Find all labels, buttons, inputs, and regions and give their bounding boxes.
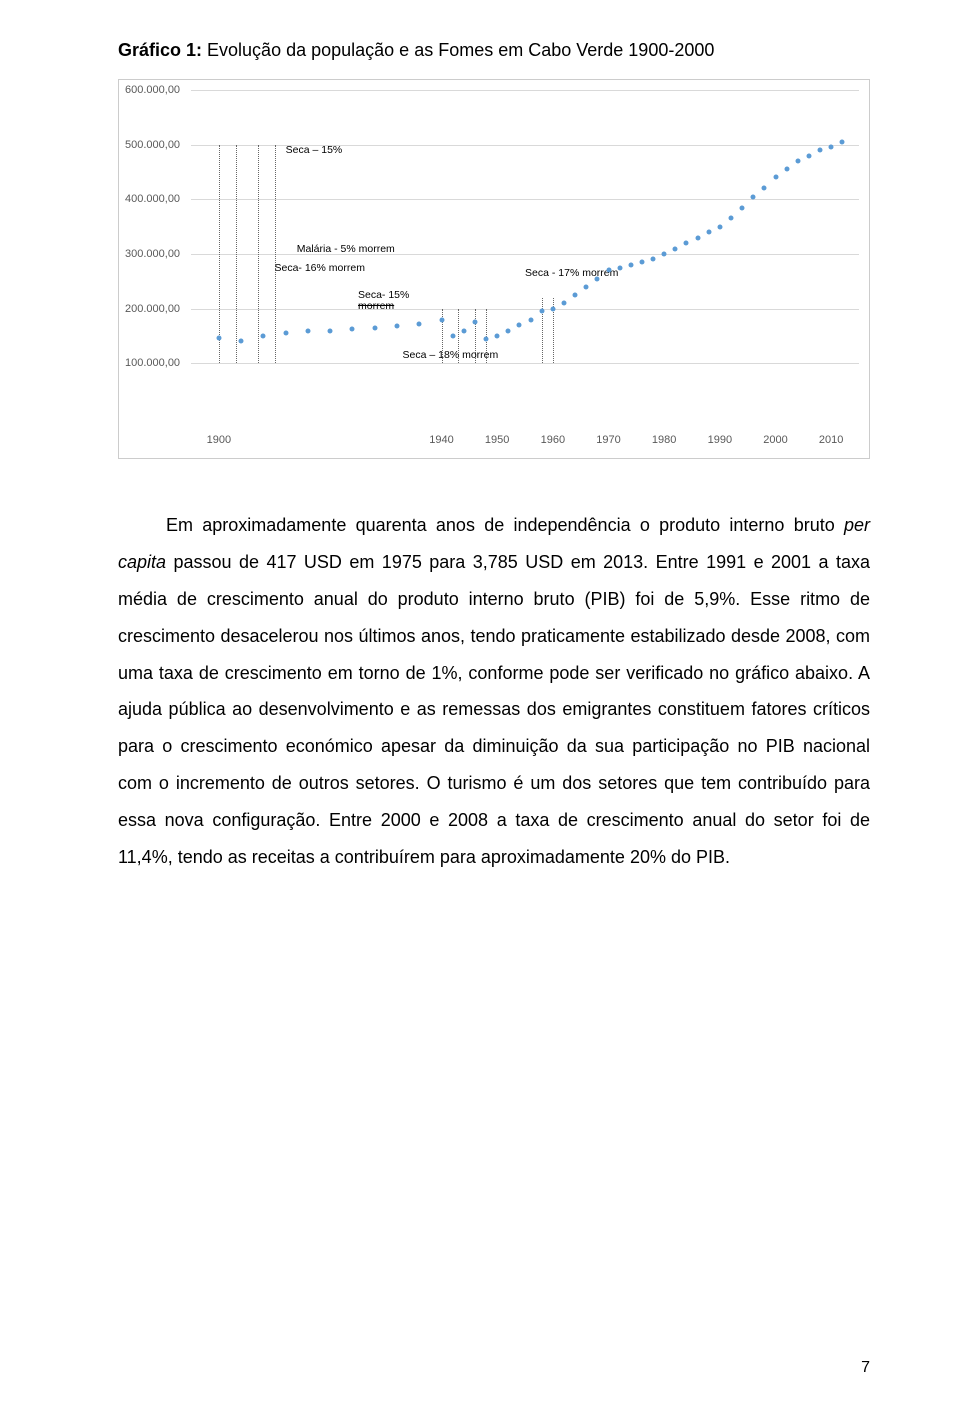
chart-data-point — [806, 153, 811, 158]
chart-y-tick-label: 100.000,00 — [125, 357, 180, 369]
chart-x-tick-label: 1990 — [708, 434, 732, 446]
chart-data-point — [818, 148, 823, 153]
chart-data-point — [706, 230, 711, 235]
chart-data-point — [561, 301, 566, 306]
chart-data-point — [539, 309, 544, 314]
chart-data-point — [394, 324, 399, 329]
chart-data-point — [684, 241, 689, 246]
chart-annotation-vline — [542, 298, 543, 364]
chart-data-point — [728, 216, 733, 221]
chart-annotation-label: Malária - 5% morrem — [297, 243, 395, 255]
chart-data-point — [517, 323, 522, 328]
chart-data-point — [328, 328, 333, 333]
chart-data-point — [239, 339, 244, 344]
figure-title: Gráfico 1: Evolução da população e as Fo… — [118, 40, 870, 61]
chart-data-point — [628, 262, 633, 267]
chart-data-point — [795, 159, 800, 164]
chart-annotation-label: Seca - 17% morrem — [525, 267, 618, 279]
chart-data-point — [450, 334, 455, 339]
chart-data-point — [840, 139, 845, 144]
chart-data-point — [784, 167, 789, 172]
chart-data-point — [283, 331, 288, 336]
chart-data-point — [484, 336, 489, 341]
chart-gridline — [191, 309, 859, 310]
chart-data-point — [216, 335, 221, 340]
chart-data-point — [528, 317, 533, 322]
chart-data-point — [773, 175, 778, 180]
chart-data-point — [472, 320, 477, 325]
chart-gridline — [191, 90, 859, 91]
chart-data-point — [740, 205, 745, 210]
chart-x-tick-label: 1960 — [541, 434, 565, 446]
chart-data-point — [495, 334, 500, 339]
population-chart: 600.000,00 500.000,00 400.000,00 300.000,00… — [118, 79, 870, 459]
chart-annotation-label: Seca- 16% morrem — [275, 262, 365, 274]
chart-annotation-vline — [258, 145, 259, 364]
chart-data-point — [751, 194, 756, 199]
chart-annotation-label: morrem — [358, 300, 394, 312]
chart-data-point — [573, 293, 578, 298]
chart-data-point — [695, 235, 700, 240]
chart-data-point — [584, 284, 589, 289]
chart-y-tick-label: 500.000,00 — [125, 139, 180, 151]
chart-x-tick-label: 1970 — [596, 434, 620, 446]
chart-annotation-vline — [275, 145, 276, 364]
chart-x-tick-label: 1950 — [485, 434, 509, 446]
chart-data-point — [651, 257, 656, 262]
chart-x-tick-label: 1980 — [652, 434, 676, 446]
chart-data-point — [417, 321, 422, 326]
chart-x-tick-label: 2000 — [763, 434, 787, 446]
chart-x-tick-label: 2010 — [819, 434, 843, 446]
chart-data-point — [506, 328, 511, 333]
chart-x-tick-label: 1940 — [429, 434, 453, 446]
chart-data-point — [550, 306, 555, 311]
chart-data-point — [617, 265, 622, 270]
chart-data-point — [439, 317, 444, 322]
chart-data-point — [350, 327, 355, 332]
chart-data-point — [595, 276, 600, 281]
chart-data-point — [261, 334, 266, 339]
chart-data-point — [461, 328, 466, 333]
figure-title-label: Gráfico 1: — [118, 40, 202, 60]
chart-y-tick-label: 200.000,00 — [125, 303, 180, 315]
chart-annotation-vline — [236, 145, 237, 364]
chart-data-point — [606, 268, 611, 273]
chart-data-point — [673, 246, 678, 251]
chart-annotation-label: Seca – 18% morrem — [403, 349, 499, 361]
chart-annotation-vline — [219, 145, 220, 364]
chart-y-tick-label: 600.000,00 — [125, 84, 180, 96]
chart-gridline — [191, 199, 859, 200]
chart-x-tick-label: 1900 — [207, 434, 231, 446]
chart-gridline — [191, 254, 859, 255]
italic-phrase: per capita — [118, 515, 870, 572]
chart-y-tick-label: 400.000,00 — [125, 193, 180, 205]
page-number: 7 — [861, 1359, 870, 1377]
chart-data-point — [639, 260, 644, 265]
chart-data-point — [305, 328, 310, 333]
chart-data-point — [372, 325, 377, 330]
chart-gridline — [191, 363, 859, 364]
figure-title-text: Evolução da população e as Fomes em Cabo… — [202, 40, 714, 60]
body-paragraph: Em aproximadamente quarenta anos de inde… — [118, 507, 870, 876]
chart-data-point — [717, 224, 722, 229]
chart-y-tick-label: 300.000,00 — [125, 248, 180, 260]
chart-data-point — [762, 186, 767, 191]
chart-data-point — [829, 145, 834, 150]
chart-annotation-label: Seca – 15% — [286, 144, 343, 156]
chart-data-point — [662, 252, 667, 257]
